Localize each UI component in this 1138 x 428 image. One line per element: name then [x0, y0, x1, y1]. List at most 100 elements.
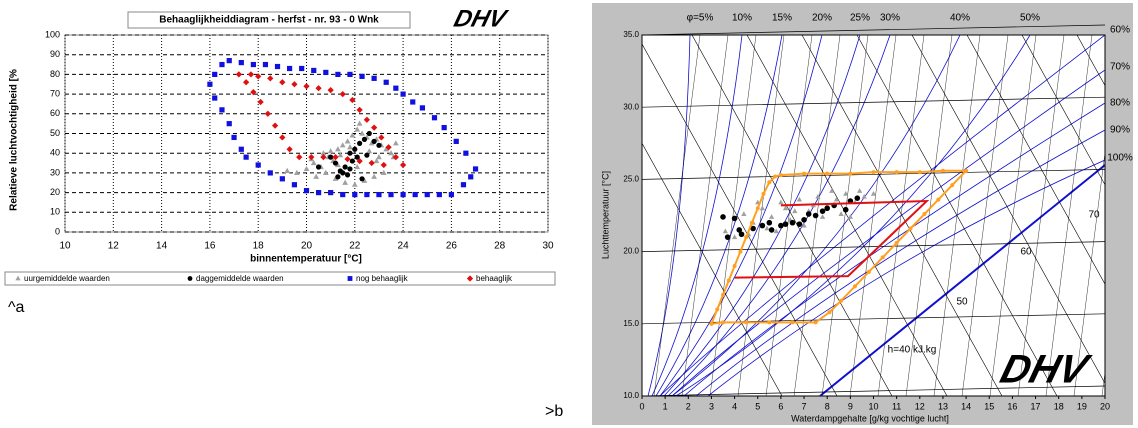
- marker: [380, 161, 387, 169]
- marker: [824, 205, 830, 212]
- marker: [847, 214, 853, 219]
- y-tick-label: 30: [50, 167, 60, 177]
- marker: [815, 193, 821, 199]
- marker: [212, 95, 218, 101]
- marker: [354, 126, 361, 132]
- x-tick-label: 8: [825, 401, 830, 411]
- marker: [328, 154, 334, 160]
- marker: [801, 217, 807, 223]
- psychro-lines: [642, 35, 1105, 396]
- marker: [825, 171, 830, 176]
- marker: [286, 65, 293, 72]
- marker: [400, 191, 406, 198]
- marker: [792, 208, 798, 214]
- marker: [347, 166, 353, 172]
- marker: [335, 146, 341, 152]
- marker: [332, 160, 339, 166]
- marker: [767, 320, 772, 325]
- enthalpy-line: [691, 35, 893, 396]
- x-grid-line: [709, 35, 757, 396]
- marker: [361, 136, 368, 143]
- annotation: 20%: [812, 13, 832, 24]
- marker: [871, 170, 876, 175]
- marker: [376, 142, 382, 148]
- marker: [226, 58, 232, 64]
- x-tick-label: 7: [802, 401, 807, 411]
- marker: [441, 124, 447, 131]
- marker: [354, 163, 361, 170]
- x-tick-label: 28: [494, 241, 506, 252]
- x-tick-label: 13: [938, 401, 948, 411]
- marker: [789, 219, 796, 226]
- marker: [880, 255, 885, 260]
- x-tick-label: 9: [848, 401, 853, 411]
- marker: [392, 140, 399, 146]
- marker: [410, 99, 416, 105]
- rh-curve: [683, 102, 1105, 396]
- panel-label: >b: [545, 403, 563, 420]
- marker: [359, 73, 365, 79]
- annotation: 70%: [1110, 62, 1130, 73]
- x-tick-label: 12: [108, 241, 120, 252]
- legend-label: behaaglijk: [476, 274, 513, 283]
- panel-label: ^a: [8, 299, 25, 316]
- marker: [339, 90, 346, 98]
- marker: [364, 191, 370, 198]
- marker: [342, 179, 348, 185]
- enthalpy-line: [911, 35, 1105, 384]
- marker: [356, 120, 363, 126]
- marker: [339, 142, 346, 148]
- x-tick-label: 18: [253, 241, 265, 252]
- marker: [219, 107, 225, 113]
- marker: [848, 171, 853, 176]
- marker: [720, 214, 726, 220]
- marker: [291, 81, 298, 88]
- marker: [262, 61, 269, 68]
- annotation: 100%: [1107, 153, 1133, 164]
- rh-curve: [651, 35, 743, 396]
- marker: [335, 174, 341, 180]
- marker: [231, 134, 237, 141]
- marker: [744, 235, 749, 240]
- x-grid-line: [849, 35, 897, 396]
- marker: [347, 276, 353, 281]
- x-grid-line: [933, 35, 981, 396]
- marker: [279, 79, 286, 86]
- legend-label: uurgemiddelde waarden: [24, 274, 110, 283]
- marker: [296, 154, 303, 161]
- marker: [15, 275, 21, 281]
- marker: [940, 168, 945, 173]
- marker: [235, 71, 242, 78]
- marker: [731, 215, 738, 222]
- marker: [274, 63, 281, 70]
- x-tick-label: 15: [984, 401, 994, 411]
- marker: [412, 191, 418, 198]
- x-tick-label: 17: [1031, 401, 1041, 411]
- marker: [796, 196, 803, 202]
- x-grid-line: [821, 35, 869, 396]
- marker: [187, 276, 193, 281]
- x-tick-label: 14: [961, 401, 971, 411]
- marker: [813, 320, 818, 325]
- marker: [383, 79, 389, 85]
- x-tick-label: 22: [349, 241, 361, 252]
- marker: [323, 69, 329, 76]
- marker: [344, 138, 351, 144]
- x-tick-label: 26: [446, 241, 458, 252]
- marker: [340, 170, 346, 176]
- marker: [922, 212, 927, 217]
- marker: [448, 191, 454, 198]
- y-tick-label: 15.0: [623, 319, 639, 328]
- marker: [311, 67, 317, 74]
- marker: [852, 284, 857, 289]
- y-tick-label: 100: [45, 29, 60, 39]
- marker: [436, 191, 442, 198]
- marker: [303, 165, 310, 172]
- rh-curve: [671, 35, 961, 396]
- grid-line: [641, 385, 1106, 397]
- marker: [335, 161, 341, 168]
- marker: [738, 249, 743, 254]
- x-tick-label: 20: [1100, 401, 1110, 411]
- marker: [371, 138, 377, 144]
- x-tick-label: 11: [892, 401, 901, 411]
